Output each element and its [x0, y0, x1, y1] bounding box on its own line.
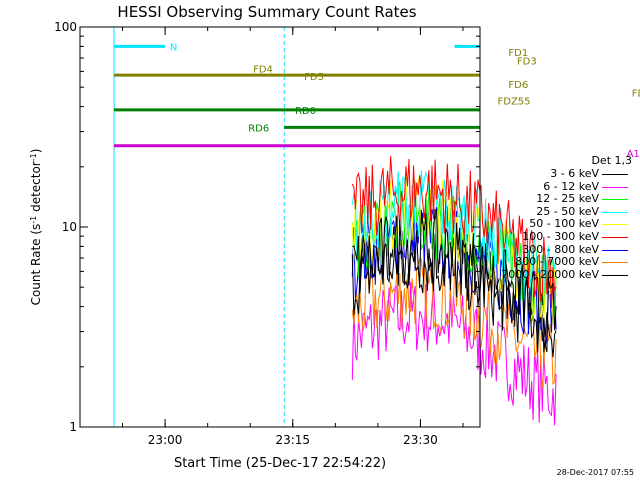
legend-swatch — [602, 186, 628, 188]
series-trace — [351, 156, 557, 309]
legend-swatch — [602, 236, 628, 238]
x-tick-label: 23:15 — [275, 433, 310, 447]
series-trace — [351, 180, 557, 330]
legend-entry: 7000 - 20000 keV — [480, 267, 632, 282]
series-trace — [351, 281, 557, 426]
legend-entry: 3 - 6 keV — [480, 167, 632, 181]
x-tick-label: 23:30 — [403, 433, 438, 447]
legend-entry: 12 - 25 keV — [480, 192, 632, 206]
legend-entry: 50 - 100 keV — [480, 218, 632, 231]
flag-label: A1 — [627, 149, 640, 160]
series-trace — [352, 208, 557, 353]
legend-title: Det 1,3 — [591, 154, 632, 167]
x-tick-label: 23:00 — [148, 433, 183, 447]
timestamp: 28-Dec-2017 07:55 — [556, 468, 634, 477]
legend-swatch — [602, 224, 628, 226]
flag-label: FD1 — [508, 48, 528, 59]
count-rate-traces — [351, 156, 557, 426]
legend-label: 7000 - 20000 keV — [501, 267, 599, 281]
flag-label: FD6 — [508, 80, 528, 91]
y-axis-label: Count Rate (s-1 detector-1) — [29, 149, 44, 306]
legend-rows: 3 - 6 keV 6 - 12 keV 12 - 25 keV 25 - 50 ke… — [480, 167, 632, 282]
flag-label: FD3 — [517, 56, 537, 67]
flag-label: FD8 — [632, 89, 640, 100]
flag-label: RD0 — [295, 106, 316, 117]
legend-entry: 800 - 7000 keV — [480, 255, 632, 269]
legend-label: 3 - 6 keV — [550, 167, 599, 180]
legend-entry: 25 - 50 keV — [480, 204, 632, 219]
legend-label: 12 - 25 keV — [536, 192, 599, 206]
series-trace — [351, 255, 557, 389]
flag-label: RD6 — [248, 123, 269, 134]
y-tick-label: 1 — [69, 420, 77, 434]
legend-entry: 100 - 300 keV — [480, 229, 632, 244]
flag-label: FDZ55 — [498, 96, 531, 107]
legend-entry: 6 - 12 keV — [480, 179, 632, 194]
flag-label: FD4 — [253, 65, 273, 76]
legend-label: 300 - 800 keV — [522, 242, 599, 256]
legend-label: 50 - 100 keV — [529, 217, 599, 231]
flag-label: FD5 — [304, 72, 324, 83]
legend-label: 100 - 300 keV — [522, 229, 599, 243]
y-tick-label: 10 — [62, 220, 77, 234]
legend-swatch — [602, 211, 628, 213]
legend-swatch — [602, 174, 628, 175]
legend-label: 25 - 50 keV — [536, 204, 599, 218]
legend: Det 1,3 3 - 6 keV 6 - 12 keV 12 - 25 keV 25… — [480, 154, 632, 281]
x-axis-label: Start Time (25-Dec-17 22:54:22) — [174, 456, 386, 471]
flag-label: N — [170, 42, 177, 53]
legend-swatch — [602, 199, 628, 201]
observing-flags: NFD1FD3FD4FD5FD6FD8FDZ55RD0RD4RD6RD16A0A… — [114, 42, 640, 160]
chart-title: HESSI Observing Summary Count Rates — [117, 3, 416, 21]
legend-swatch — [602, 249, 628, 251]
axes: 23:00 23:15 23:30 1 10 100 — [54, 20, 480, 447]
y-tick-label: 100 — [54, 20, 77, 34]
legend-swatch — [602, 262, 628, 264]
vertical-markers — [113, 27, 285, 427]
legend-swatch — [602, 274, 628, 276]
legend-label: 800 - 7000 keV — [515, 255, 599, 269]
legend-label: 6 - 12 keV — [543, 179, 599, 193]
legend-entry: 300 - 800 keV — [480, 242, 632, 257]
